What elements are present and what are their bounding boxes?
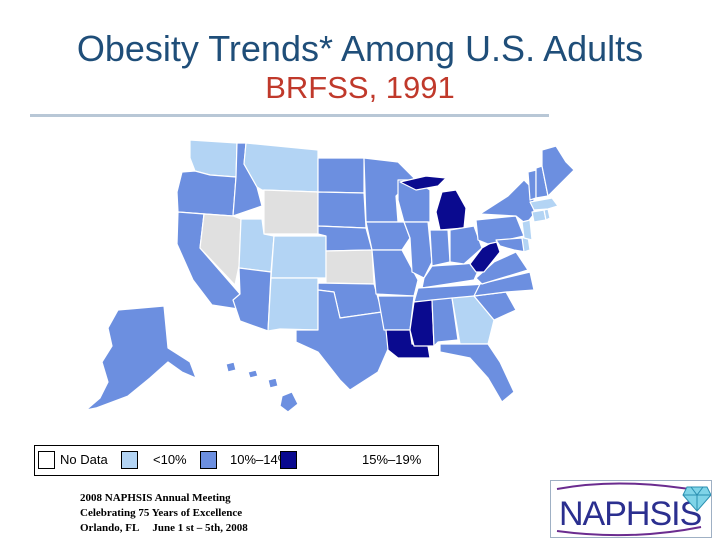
state-colorado [270,235,327,279]
state-ohio [449,225,483,265]
state-vermont [527,169,537,201]
state-south-dakota [317,191,367,229]
footer-note: 2008 NAPHSIS Annual Meeting Celebrating … [80,491,248,536]
state-alabama [431,297,459,347]
naphsis-logo: NAPHSIS [550,480,712,538]
legend-swatch-15-19 [280,451,297,469]
state-maryland [495,237,527,253]
legend-label-10-14: 10%–14% [230,452,290,467]
state-missouri [371,249,419,297]
state-arizona [232,267,272,332]
state-north-carolina [473,271,535,297]
state-hawaii-big [279,391,299,413]
state-michigan-upper [399,175,447,191]
state-virginia [475,251,529,285]
title-divider [30,114,549,117]
state-wyoming [263,189,319,235]
legend-label-15-19: 15%–19% [362,452,422,467]
slide-title: Obesity Trends* Among U.S. Adults BRFSS,… [0,28,720,107]
logo-text: NAPHSIS [559,495,702,533]
state-arkansas [377,295,415,331]
state-montana [243,142,319,193]
state-florida [439,343,515,403]
state-west-virginia [469,239,501,273]
state-new-jersey [521,219,533,241]
state-texas [295,289,393,391]
legend-swatch-lt10 [121,451,138,469]
state-hawaii-kauai [225,361,237,373]
state-nebraska [317,225,373,252]
footer-line1: 2008 NAPHSIS Annual Meeting [80,492,231,504]
state-new-mexico [267,277,319,332]
footer-line3: Orlando, FL June 1 st – 5th, 2008 [80,522,248,534]
state-north-dakota [317,157,365,194]
legend-swatch-no-data [38,451,55,469]
state-iowa [365,221,411,251]
state-hawaii-oahu [247,369,259,379]
legend-label-no-data: No Data [60,452,108,467]
title-line2: BRFSS, 1991 [265,70,455,106]
state-maine [541,145,575,197]
title-line1: Obesity Trends* Among U.S. Adults [76,28,644,69]
diamond-icon [682,486,712,512]
state-michigan-lower [435,189,467,231]
footer-line2: Celebrating 75 Years of Excellence [80,507,243,519]
legend-swatch-10-14 [200,451,217,469]
logo-mark: NAPHSIS [556,482,703,537]
legend: No Data <10% 10%–14% 15%–19% [34,445,439,476]
state-alaska [85,305,197,411]
legend-label-lt10: <10% [153,452,187,467]
state-mississippi [409,299,435,347]
state-oregon [176,170,237,217]
state-kansas [325,249,375,285]
state-massachusetts [529,197,559,211]
state-hawaii-maui [267,377,279,389]
state-indiana [429,229,451,267]
